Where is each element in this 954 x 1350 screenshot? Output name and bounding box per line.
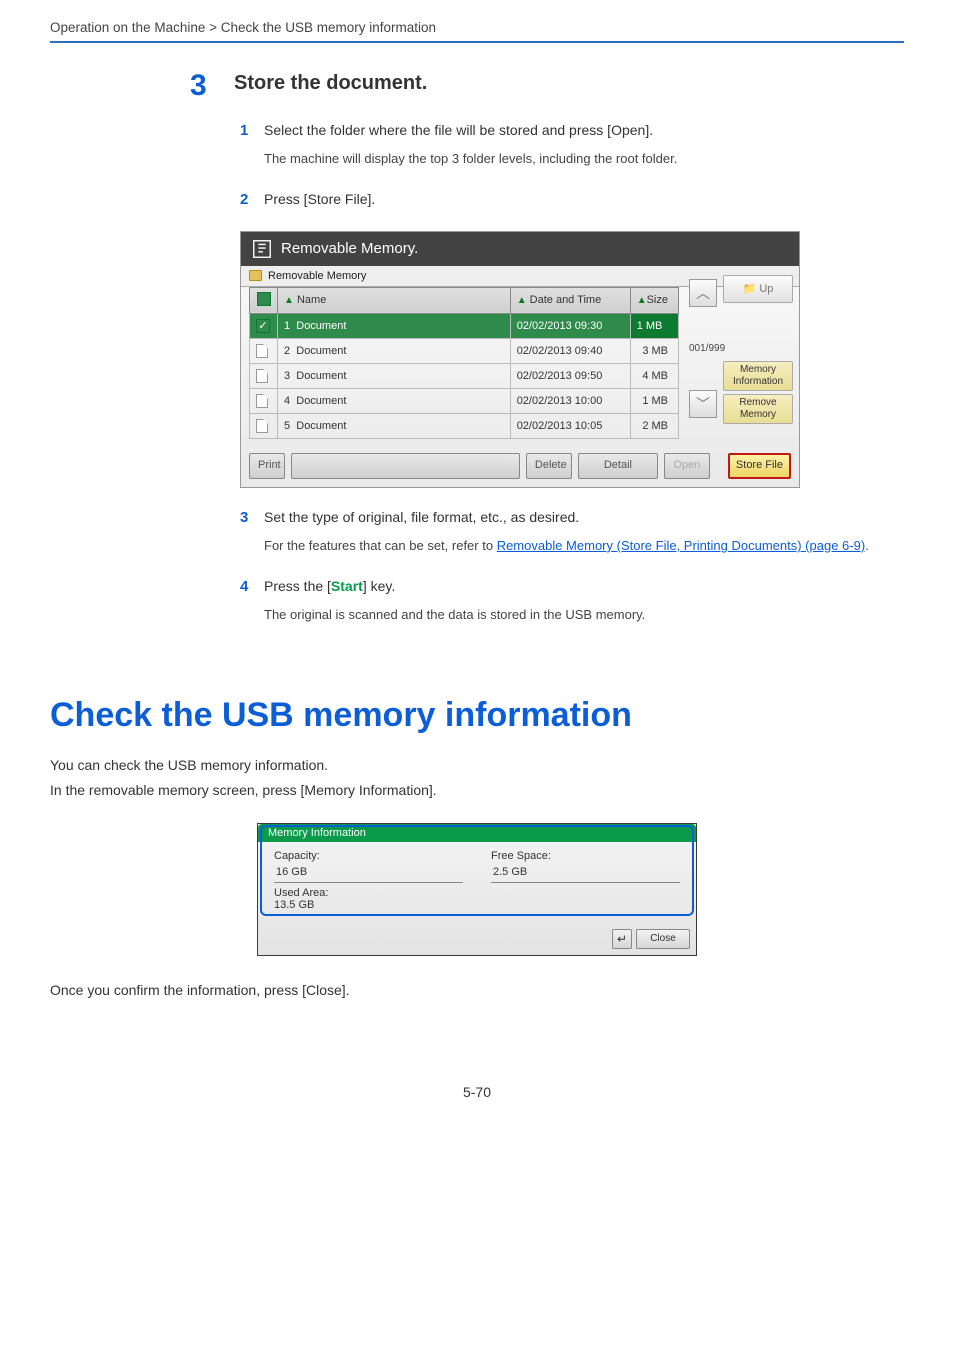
memory-info-button[interactable]: MemoryInformation [723,361,793,391]
store-file-button[interactable]: Store File [728,453,791,479]
substep-note: The machine will display the top 3 folde… [264,149,904,170]
col-date[interactable]: ▲ Date and Time [510,287,630,313]
table-row[interactable]: 2 Document 02/02/2013 09:403 MB [250,338,679,363]
table-header-row: ▲ Name ▲ Date and Time ▲Size [250,287,679,313]
path-text: Removable Memory [268,270,366,282]
substep-note: For the features that can be set, refer … [264,536,904,557]
document-icon [256,344,268,358]
used-area-value: 13.5 GB [274,899,483,911]
substep-text: Press [Store File]. [264,188,375,210]
used-area-label: Used Area: [274,887,483,899]
up-folder-button[interactable]: 📁Up [723,275,793,303]
free-space-label: Free Space: [491,850,680,862]
capacity-value: 16 GB [274,862,463,883]
footer-spacer [291,453,520,479]
scroll-down-button[interactable]: ﹀ [689,390,717,418]
folder-up-icon: 📁 [743,282,757,295]
substep-text: Set the type of original, file format, e… [264,506,579,528]
close-button[interactable]: Close [636,929,690,949]
table-row[interactable]: 5 Document 02/02/2013 10:052 MB [250,413,679,438]
substep-number: 3 [240,509,254,526]
start-key-label: Start [331,578,363,594]
detail-button[interactable]: Detail [578,453,658,479]
page-number: 5-70 [50,1084,904,1100]
col-name[interactable]: ▲ Name [278,287,511,313]
usb-icon [251,238,273,260]
substep-number: 2 [240,191,254,208]
substep-note: The original is scanned and the data is … [264,605,904,626]
print-button[interactable]: Print [249,453,285,479]
table-row[interactable]: 4 Document 02/02/2013 10:001 MB [250,388,679,413]
table-row[interactable]: ✓ 1 Document 02/02/2013 09:30 1 MB [250,313,679,338]
table-row[interactable]: 3 Document 02/02/2013 09:504 MB [250,363,679,388]
section-heading: Check the USB memory information [50,696,904,735]
open-button[interactable]: Open [664,453,710,479]
window-title: Removable Memory. [281,240,418,257]
enter-key-icon[interactable]: ↵ [612,929,632,949]
paragraph: In the removable memory screen, press [M… [50,778,904,803]
breadcrumb: Operation on the Machine > Check the USB… [50,20,904,43]
substep-text: Select the folder where the file will be… [264,119,653,141]
step-number: 3 [190,71,216,101]
free-space-value: 2.5 GB [491,862,680,883]
col-size[interactable]: ▲Size [630,287,678,313]
cross-ref-link[interactable]: Removable Memory (Store File, Printing D… [497,538,865,553]
substep-number: 1 [240,122,254,139]
substep-text: Press the [Start] key. [264,575,395,597]
capacity-label: Capacity: [274,850,463,862]
delete-button[interactable]: Delete [526,453,572,479]
dialog-title: Memory Information [258,824,696,842]
substep-number: 4 [240,578,254,595]
screenshot-memory-info: Memory Information Capacity: 16 GB Free … [257,823,697,956]
paragraph: Once you confirm the information, press … [50,978,904,1003]
select-all-checkbox[interactable] [257,292,271,306]
screenshot-removable-memory: Removable Memory. Removable Memory ▲ Nam… [240,231,800,488]
step-title: Store the document. [234,71,427,101]
folder-icon [249,270,262,281]
checkbox-icon[interactable]: ✓ [256,319,270,333]
scroll-up-button[interactable]: ︿ [689,279,717,307]
document-icon [256,394,268,408]
paragraph: You can check the USB memory information… [50,753,904,778]
document-icon [256,419,268,433]
remove-memory-button[interactable]: RemoveMemory [723,394,793,424]
page-indicator: 001/999 [689,307,717,390]
document-icon [256,369,268,383]
file-table: ▲ Name ▲ Date and Time ▲Size ✓ 1 Documen… [249,287,679,439]
